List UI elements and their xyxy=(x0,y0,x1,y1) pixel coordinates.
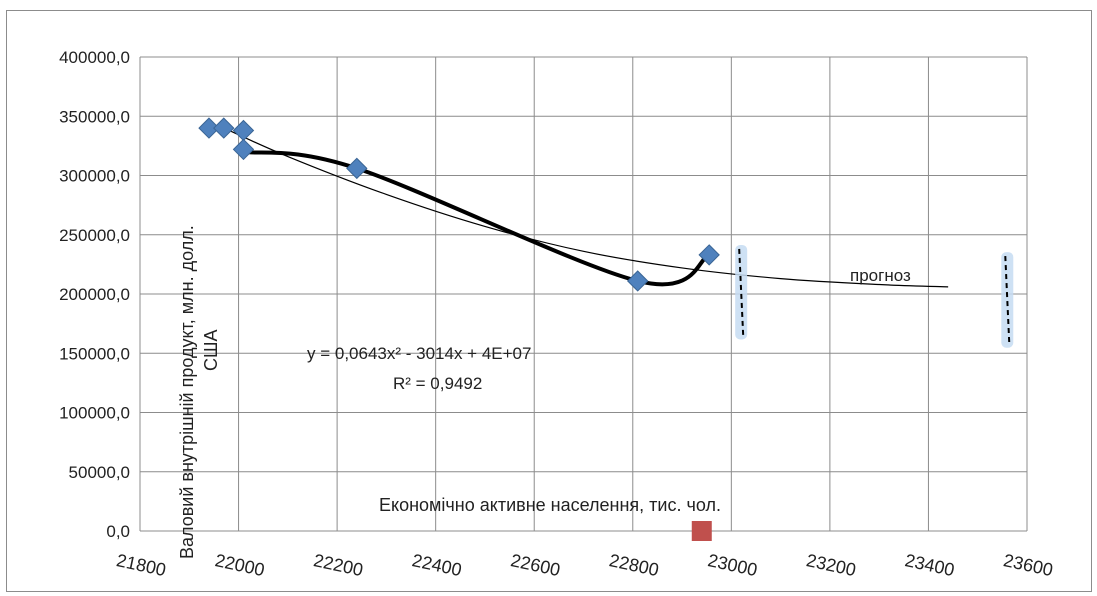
y-tick-label: 300000,0 xyxy=(59,167,130,186)
x-tick-label: 22000 xyxy=(213,550,266,580)
y-tick-label: 0,0 xyxy=(106,522,130,541)
forecast-band xyxy=(1001,252,1014,348)
forecast-dashed-line xyxy=(738,248,745,336)
x-axis-ticks: 21800 22000 22200 22400 22600 22800 23000 23200… xyxy=(115,550,1055,580)
y-axis-title-line2: США xyxy=(201,329,221,371)
data-point-diamond xyxy=(232,119,255,142)
x-tick-label: 23400 xyxy=(903,550,956,580)
x-tick-label: 23000 xyxy=(706,550,759,580)
y-tick-label: 100000,0 xyxy=(59,404,130,423)
x-tick-label: 22200 xyxy=(312,550,365,580)
grid xyxy=(139,56,1028,532)
forecast-markers xyxy=(735,244,1014,348)
x-tick-label: 22600 xyxy=(509,550,562,580)
series-smooth-line xyxy=(241,149,712,287)
trendline-layer xyxy=(218,125,949,288)
data-point-diamond xyxy=(213,117,235,139)
y-tick-label: 250000,0 xyxy=(59,226,130,245)
x-tick-label: 22800 xyxy=(607,550,660,580)
y-axis-title-line1: Валовий внутрішній продукт, млн. долл. xyxy=(177,225,197,559)
y-tick-label: 350000,0 xyxy=(59,107,130,126)
r-squared-label: R² = 0,9492 xyxy=(393,374,482,393)
x-tick-label: 23600 xyxy=(1002,550,1055,580)
data-point-diamond xyxy=(198,117,220,139)
y-tick-label: 150000,0 xyxy=(59,344,130,363)
gdp-vs-active-population-chart: 0,0 50000,0 100000,0 150000,0 200000,0 250000… xyxy=(59,48,1055,580)
x-tick-label: 22400 xyxy=(410,550,463,580)
data-point-diamond xyxy=(346,157,368,180)
x-tick-label: 21800 xyxy=(115,550,168,580)
y-tick-label: 200000,0 xyxy=(59,285,130,304)
forecast-band xyxy=(735,244,748,340)
data-point-diamond xyxy=(232,138,255,161)
trendline xyxy=(218,125,949,288)
y-axis-ticks: 0,0 50000,0 100000,0 150000,0 200000,0 250000… xyxy=(59,48,130,541)
smooth-line-layer xyxy=(241,149,712,287)
forecast-dashed-line xyxy=(1004,256,1011,344)
x-axis-title: Економічно активне населення, тис. чол. xyxy=(379,495,721,515)
y-tick-label: 50000,0 xyxy=(69,463,130,482)
x-tick-label: 23200 xyxy=(805,550,858,580)
chart-frame: 0,0 50000,0 100000,0 150000,0 200000,0 250000… xyxy=(6,10,1092,592)
y-tick-label: 400000,0 xyxy=(59,48,130,67)
data-point-square xyxy=(691,521,712,541)
data-points xyxy=(198,117,720,541)
data-point-diamond xyxy=(698,244,720,266)
forecast-label: прогноз xyxy=(850,266,911,285)
trendline-equation: y = 0,0643x² - 3014x + 4E+07 xyxy=(307,344,531,363)
data-point-diamond xyxy=(626,270,649,292)
